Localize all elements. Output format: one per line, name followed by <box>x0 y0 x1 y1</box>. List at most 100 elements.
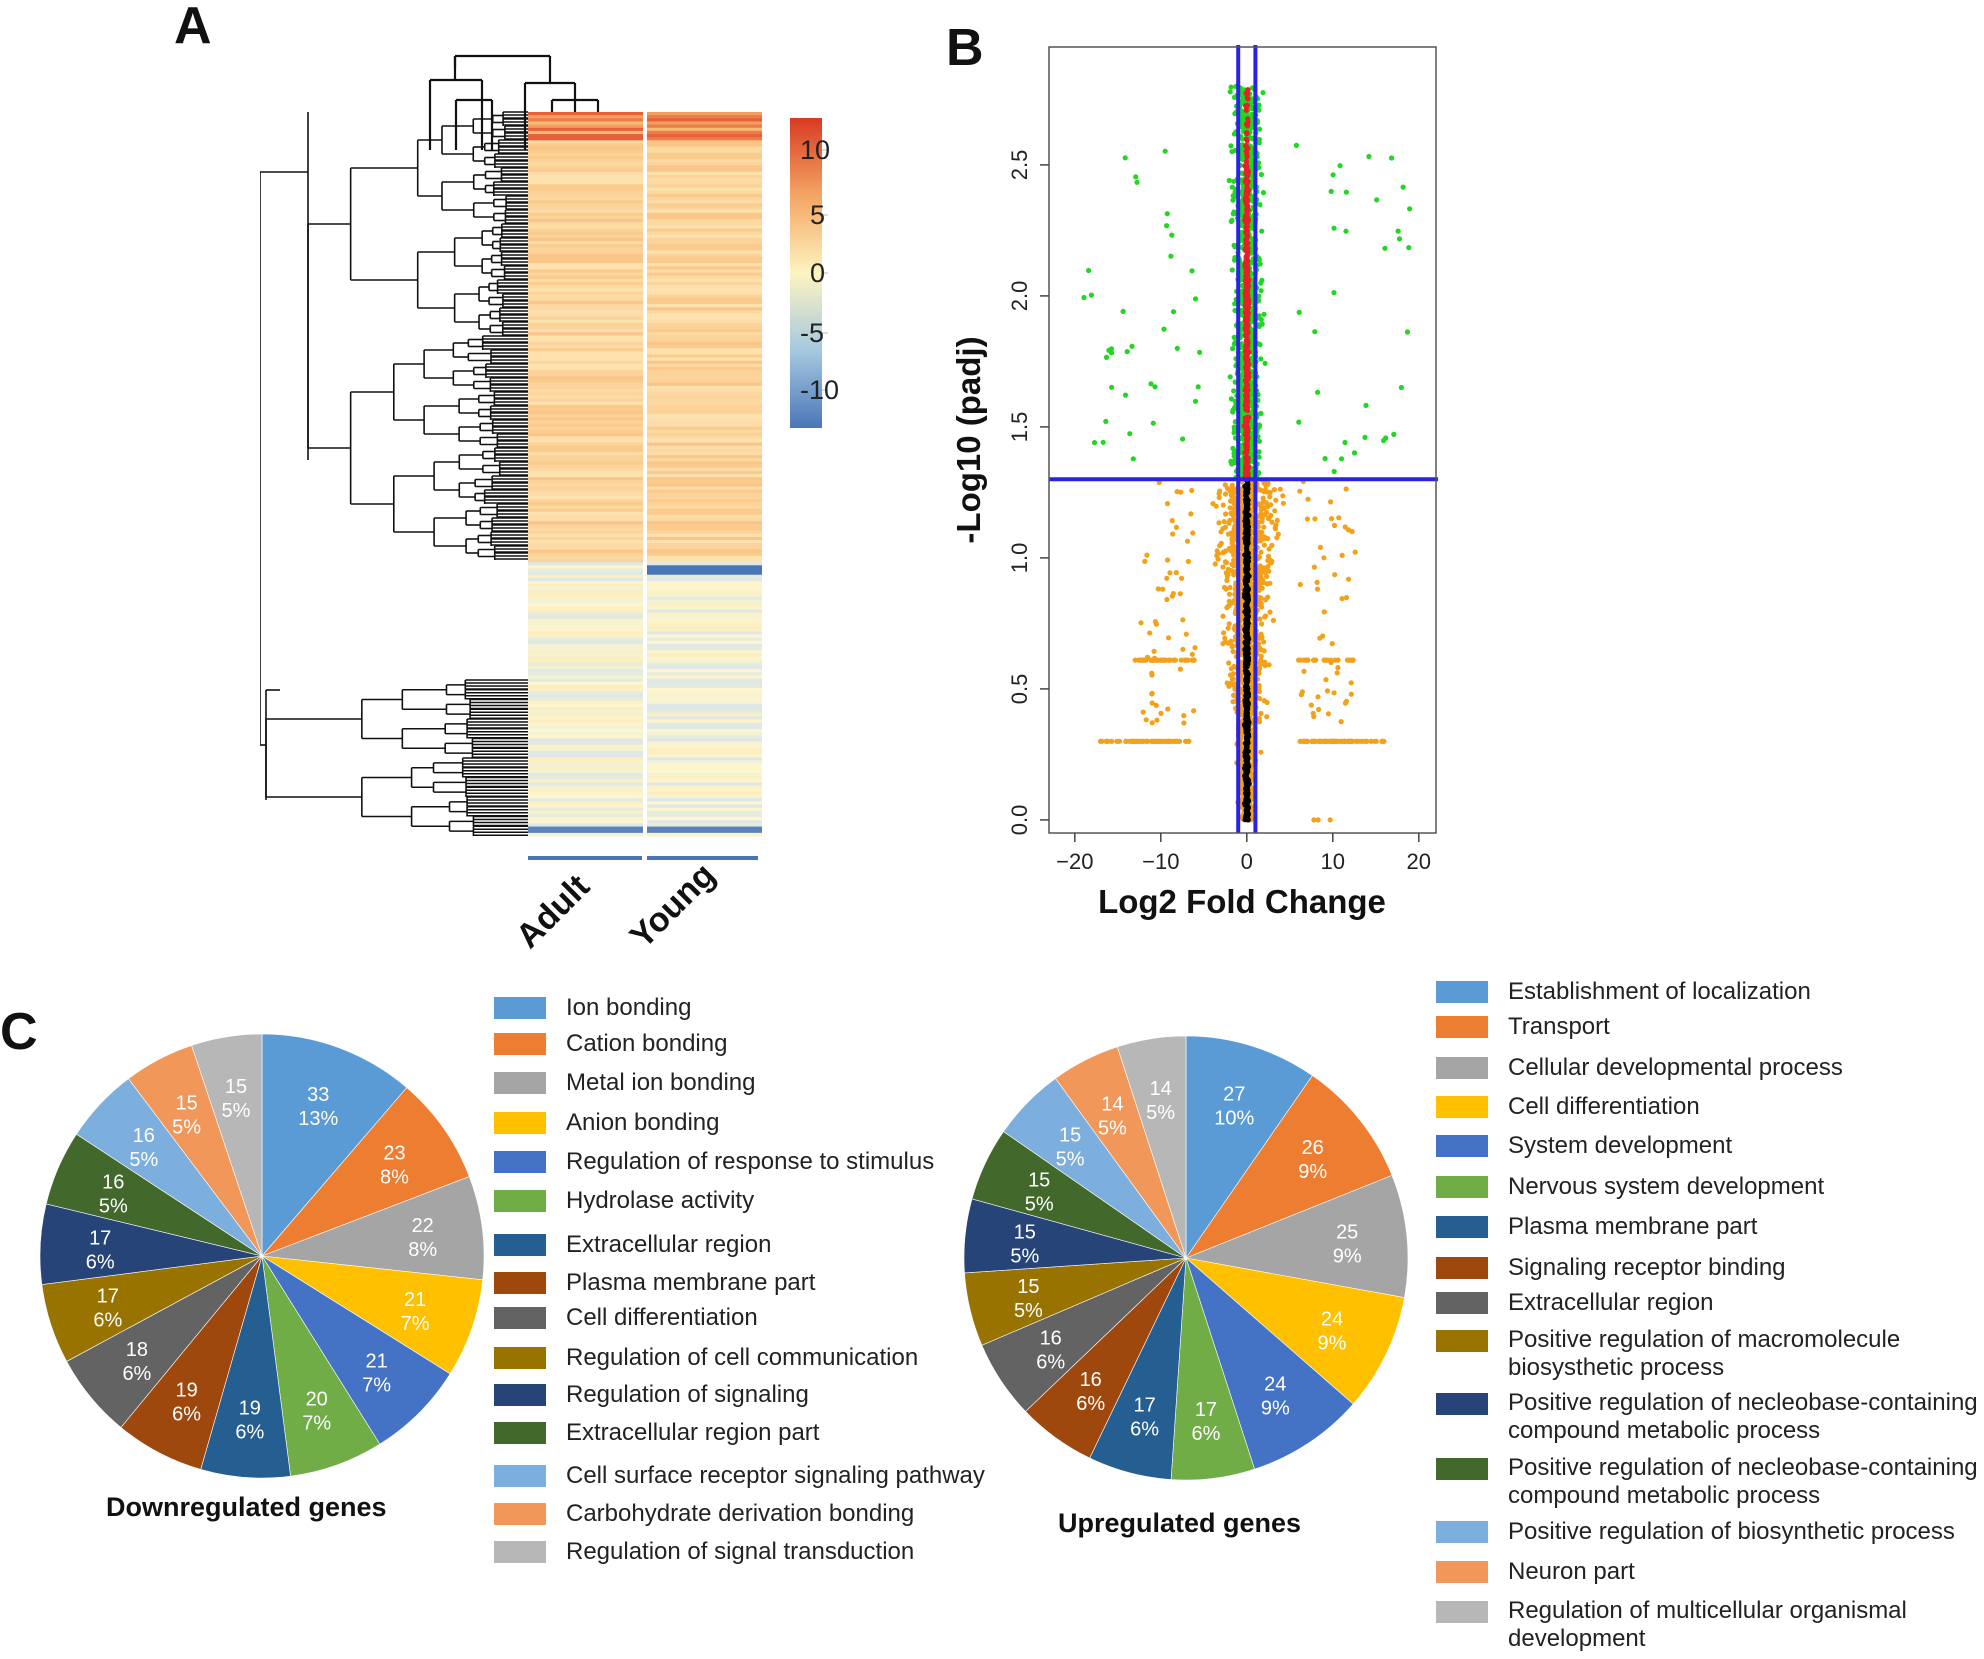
volcano-point <box>1109 738 1115 744</box>
volcano-point <box>1212 561 1218 567</box>
volcano-point <box>1223 560 1229 566</box>
heatmap-cell <box>647 801 762 806</box>
volcano-point <box>1363 402 1369 408</box>
volcano-point <box>1231 516 1237 522</box>
heatmap-cell <box>647 684 762 689</box>
volcano-point <box>1161 326 1167 332</box>
volcano-point <box>1243 405 1249 411</box>
volcano-point <box>1317 544 1323 551</box>
volcano-point <box>1216 495 1222 501</box>
heatmap-cell <box>528 558 643 563</box>
heatmap-cell <box>528 637 643 642</box>
volcano-point <box>1271 487 1277 493</box>
volcano-point <box>1322 657 1328 663</box>
heatmap-cell <box>647 621 762 626</box>
volcano-point <box>1245 537 1251 543</box>
heatmap-cell <box>647 612 762 617</box>
volcano-point <box>1321 555 1327 561</box>
heatmap-cell <box>528 791 643 796</box>
volcano-point <box>1244 269 1251 275</box>
volcano-point <box>1228 143 1234 149</box>
heatmap-cell <box>647 741 762 746</box>
volcano-point <box>1226 591 1233 597</box>
heatmap-cell <box>647 294 762 299</box>
volcano-point <box>1100 439 1106 445</box>
heatmap-cell <box>647 584 762 588</box>
volcano-point <box>1332 657 1338 663</box>
heatmap-cell <box>647 411 762 415</box>
volcano-point <box>1220 613 1226 619</box>
volcano-point <box>1267 609 1273 615</box>
heatmap-cell <box>647 577 762 582</box>
volcano-point <box>1245 374 1251 380</box>
volcano-point <box>1169 518 1175 524</box>
volcano-point <box>1244 755 1250 761</box>
heatmap-cell <box>647 234 762 239</box>
heatmap-cell <box>528 766 643 771</box>
heatmap-cell <box>528 370 643 374</box>
heatmap-cell <box>647 250 762 255</box>
volcano-point <box>1248 100 1254 106</box>
heatmap-cell <box>647 738 762 743</box>
volcano-point <box>1297 581 1303 588</box>
volcano-point <box>1232 301 1238 307</box>
heatmap-cell <box>647 417 762 422</box>
heatmap-cell <box>647 568 762 573</box>
volcano-point <box>1174 489 1180 495</box>
volcano-point <box>1168 253 1174 259</box>
heatmap-cell <box>647 505 762 510</box>
volcano-point <box>1261 536 1267 542</box>
volcano-point <box>1170 531 1176 537</box>
volcano-point <box>1221 584 1228 591</box>
heatmap-cell <box>528 754 643 758</box>
heatmap-cell <box>647 634 762 639</box>
volcano-point <box>1256 585 1263 591</box>
heatmap-cell <box>528 747 643 752</box>
heatmap-cell <box>528 574 643 579</box>
volcano-point <box>1256 454 1262 460</box>
heatmap-cell <box>647 304 762 308</box>
heatmap-cell <box>647 297 762 302</box>
volcano-point <box>1099 738 1105 744</box>
heatmap-cell <box>647 474 762 478</box>
heatmap-cell <box>528 115 643 119</box>
volcano-point <box>1343 595 1350 601</box>
heatmap-cell <box>528 618 643 623</box>
heatmap-cell <box>528 817 643 821</box>
volcano-point <box>1243 675 1249 681</box>
heatmap-cell <box>647 549 762 554</box>
volcano-point <box>1258 749 1264 755</box>
heatmap-cell <box>528 596 643 601</box>
heatmap-cell <box>528 735 643 740</box>
heatmap-cell <box>647 530 762 535</box>
volcano-point <box>1243 814 1250 820</box>
volcano-point <box>1331 468 1337 475</box>
volcano-point <box>1243 524 1249 530</box>
volcano-point <box>1231 692 1237 698</box>
volcano-point <box>1243 342 1249 348</box>
volcano-point <box>1228 638 1234 644</box>
heatmap-cell <box>528 275 643 280</box>
column-label-young: Young <box>623 856 723 956</box>
heatmap-cell <box>528 810 643 815</box>
volcano-point <box>1229 536 1235 543</box>
heatmap-cell <box>528 725 643 730</box>
heatmap-cell <box>528 294 643 299</box>
heatmap-cell <box>528 700 643 705</box>
heatmap-cell <box>647 691 762 695</box>
heatmap-cell <box>647 165 762 170</box>
volcano-point <box>1230 699 1236 705</box>
volcano-point <box>1122 155 1128 161</box>
heatmap-cell <box>528 143 643 148</box>
volcano-point <box>1311 817 1317 823</box>
heatmap-cell <box>528 259 643 264</box>
heatmap-cell <box>647 581 762 585</box>
volcano-point <box>1218 540 1224 547</box>
volcano-point <box>1339 552 1345 559</box>
heatmap-cell <box>647 587 762 592</box>
volcano-point <box>1244 323 1250 329</box>
heatmap-cell <box>528 190 643 195</box>
volcano-point <box>1374 197 1380 203</box>
volcano-point <box>1248 288 1255 294</box>
heatmap-cell <box>647 156 762 160</box>
